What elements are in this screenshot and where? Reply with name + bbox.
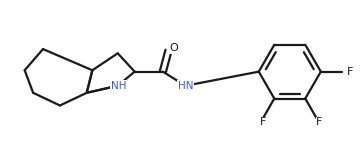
- Text: HN: HN: [178, 81, 193, 91]
- Text: F: F: [260, 117, 266, 127]
- Text: F: F: [347, 67, 354, 77]
- Text: O: O: [170, 43, 179, 53]
- Text: NH: NH: [112, 81, 127, 91]
- Text: F: F: [316, 117, 323, 127]
